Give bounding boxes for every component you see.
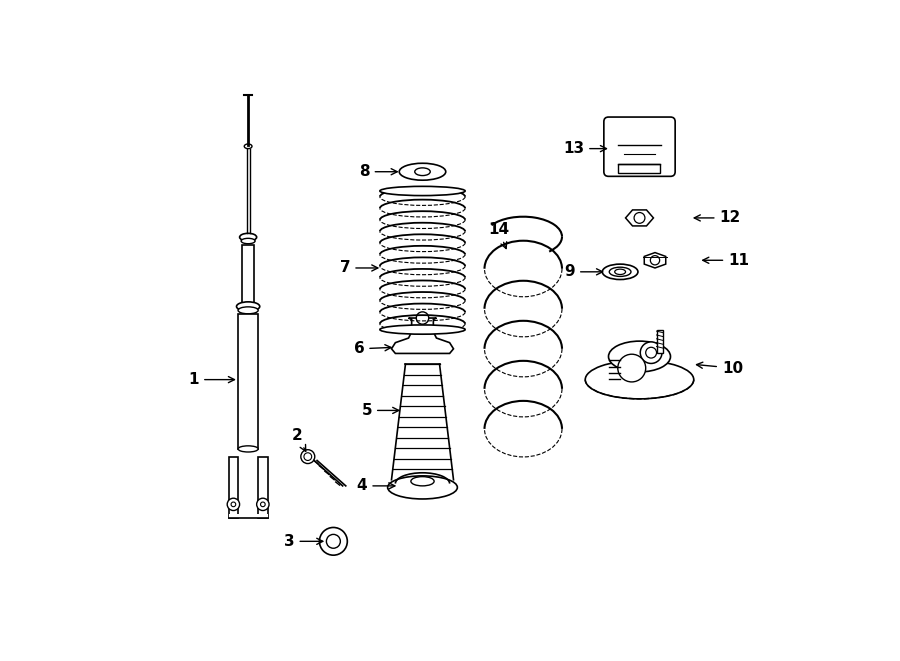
FancyBboxPatch shape [229, 514, 267, 518]
Text: 4: 4 [356, 479, 395, 493]
Polygon shape [258, 457, 267, 518]
Text: 10: 10 [697, 360, 743, 375]
Ellipse shape [411, 477, 434, 486]
Text: 9: 9 [564, 264, 603, 280]
Circle shape [320, 527, 347, 555]
Text: 11: 11 [703, 253, 749, 268]
Circle shape [617, 354, 645, 382]
Ellipse shape [602, 264, 638, 280]
Circle shape [227, 498, 239, 510]
FancyBboxPatch shape [238, 314, 258, 449]
Ellipse shape [244, 144, 252, 149]
Ellipse shape [608, 341, 670, 372]
FancyBboxPatch shape [617, 164, 661, 173]
Polygon shape [392, 318, 454, 354]
Ellipse shape [239, 233, 256, 241]
Ellipse shape [238, 446, 258, 452]
Text: 13: 13 [563, 141, 607, 156]
Ellipse shape [615, 269, 626, 274]
Circle shape [260, 502, 265, 507]
Ellipse shape [400, 163, 446, 180]
Text: 1: 1 [189, 372, 235, 387]
Circle shape [301, 449, 315, 463]
Ellipse shape [585, 360, 694, 399]
Text: 6: 6 [354, 341, 392, 356]
Ellipse shape [380, 325, 465, 334]
Circle shape [640, 342, 662, 364]
FancyBboxPatch shape [604, 117, 675, 176]
Text: 12: 12 [694, 210, 741, 225]
Text: 5: 5 [362, 403, 399, 418]
FancyBboxPatch shape [657, 330, 662, 353]
Ellipse shape [241, 239, 255, 244]
Ellipse shape [609, 267, 631, 276]
Circle shape [256, 498, 269, 510]
Text: 8: 8 [359, 164, 397, 179]
Circle shape [634, 213, 645, 223]
Ellipse shape [238, 307, 258, 314]
Circle shape [651, 256, 660, 265]
Circle shape [417, 312, 428, 324]
Polygon shape [644, 253, 666, 268]
FancyBboxPatch shape [242, 245, 255, 307]
Ellipse shape [388, 476, 457, 499]
Text: 2: 2 [292, 428, 306, 451]
Circle shape [231, 502, 236, 507]
Ellipse shape [237, 302, 260, 311]
Polygon shape [626, 210, 653, 226]
Circle shape [645, 347, 656, 358]
Ellipse shape [380, 186, 465, 196]
Circle shape [327, 534, 340, 548]
Text: 7: 7 [339, 260, 378, 276]
Text: 3: 3 [284, 534, 323, 549]
Text: 14: 14 [488, 222, 509, 249]
Polygon shape [229, 457, 238, 518]
Ellipse shape [415, 168, 430, 176]
Circle shape [304, 453, 311, 461]
